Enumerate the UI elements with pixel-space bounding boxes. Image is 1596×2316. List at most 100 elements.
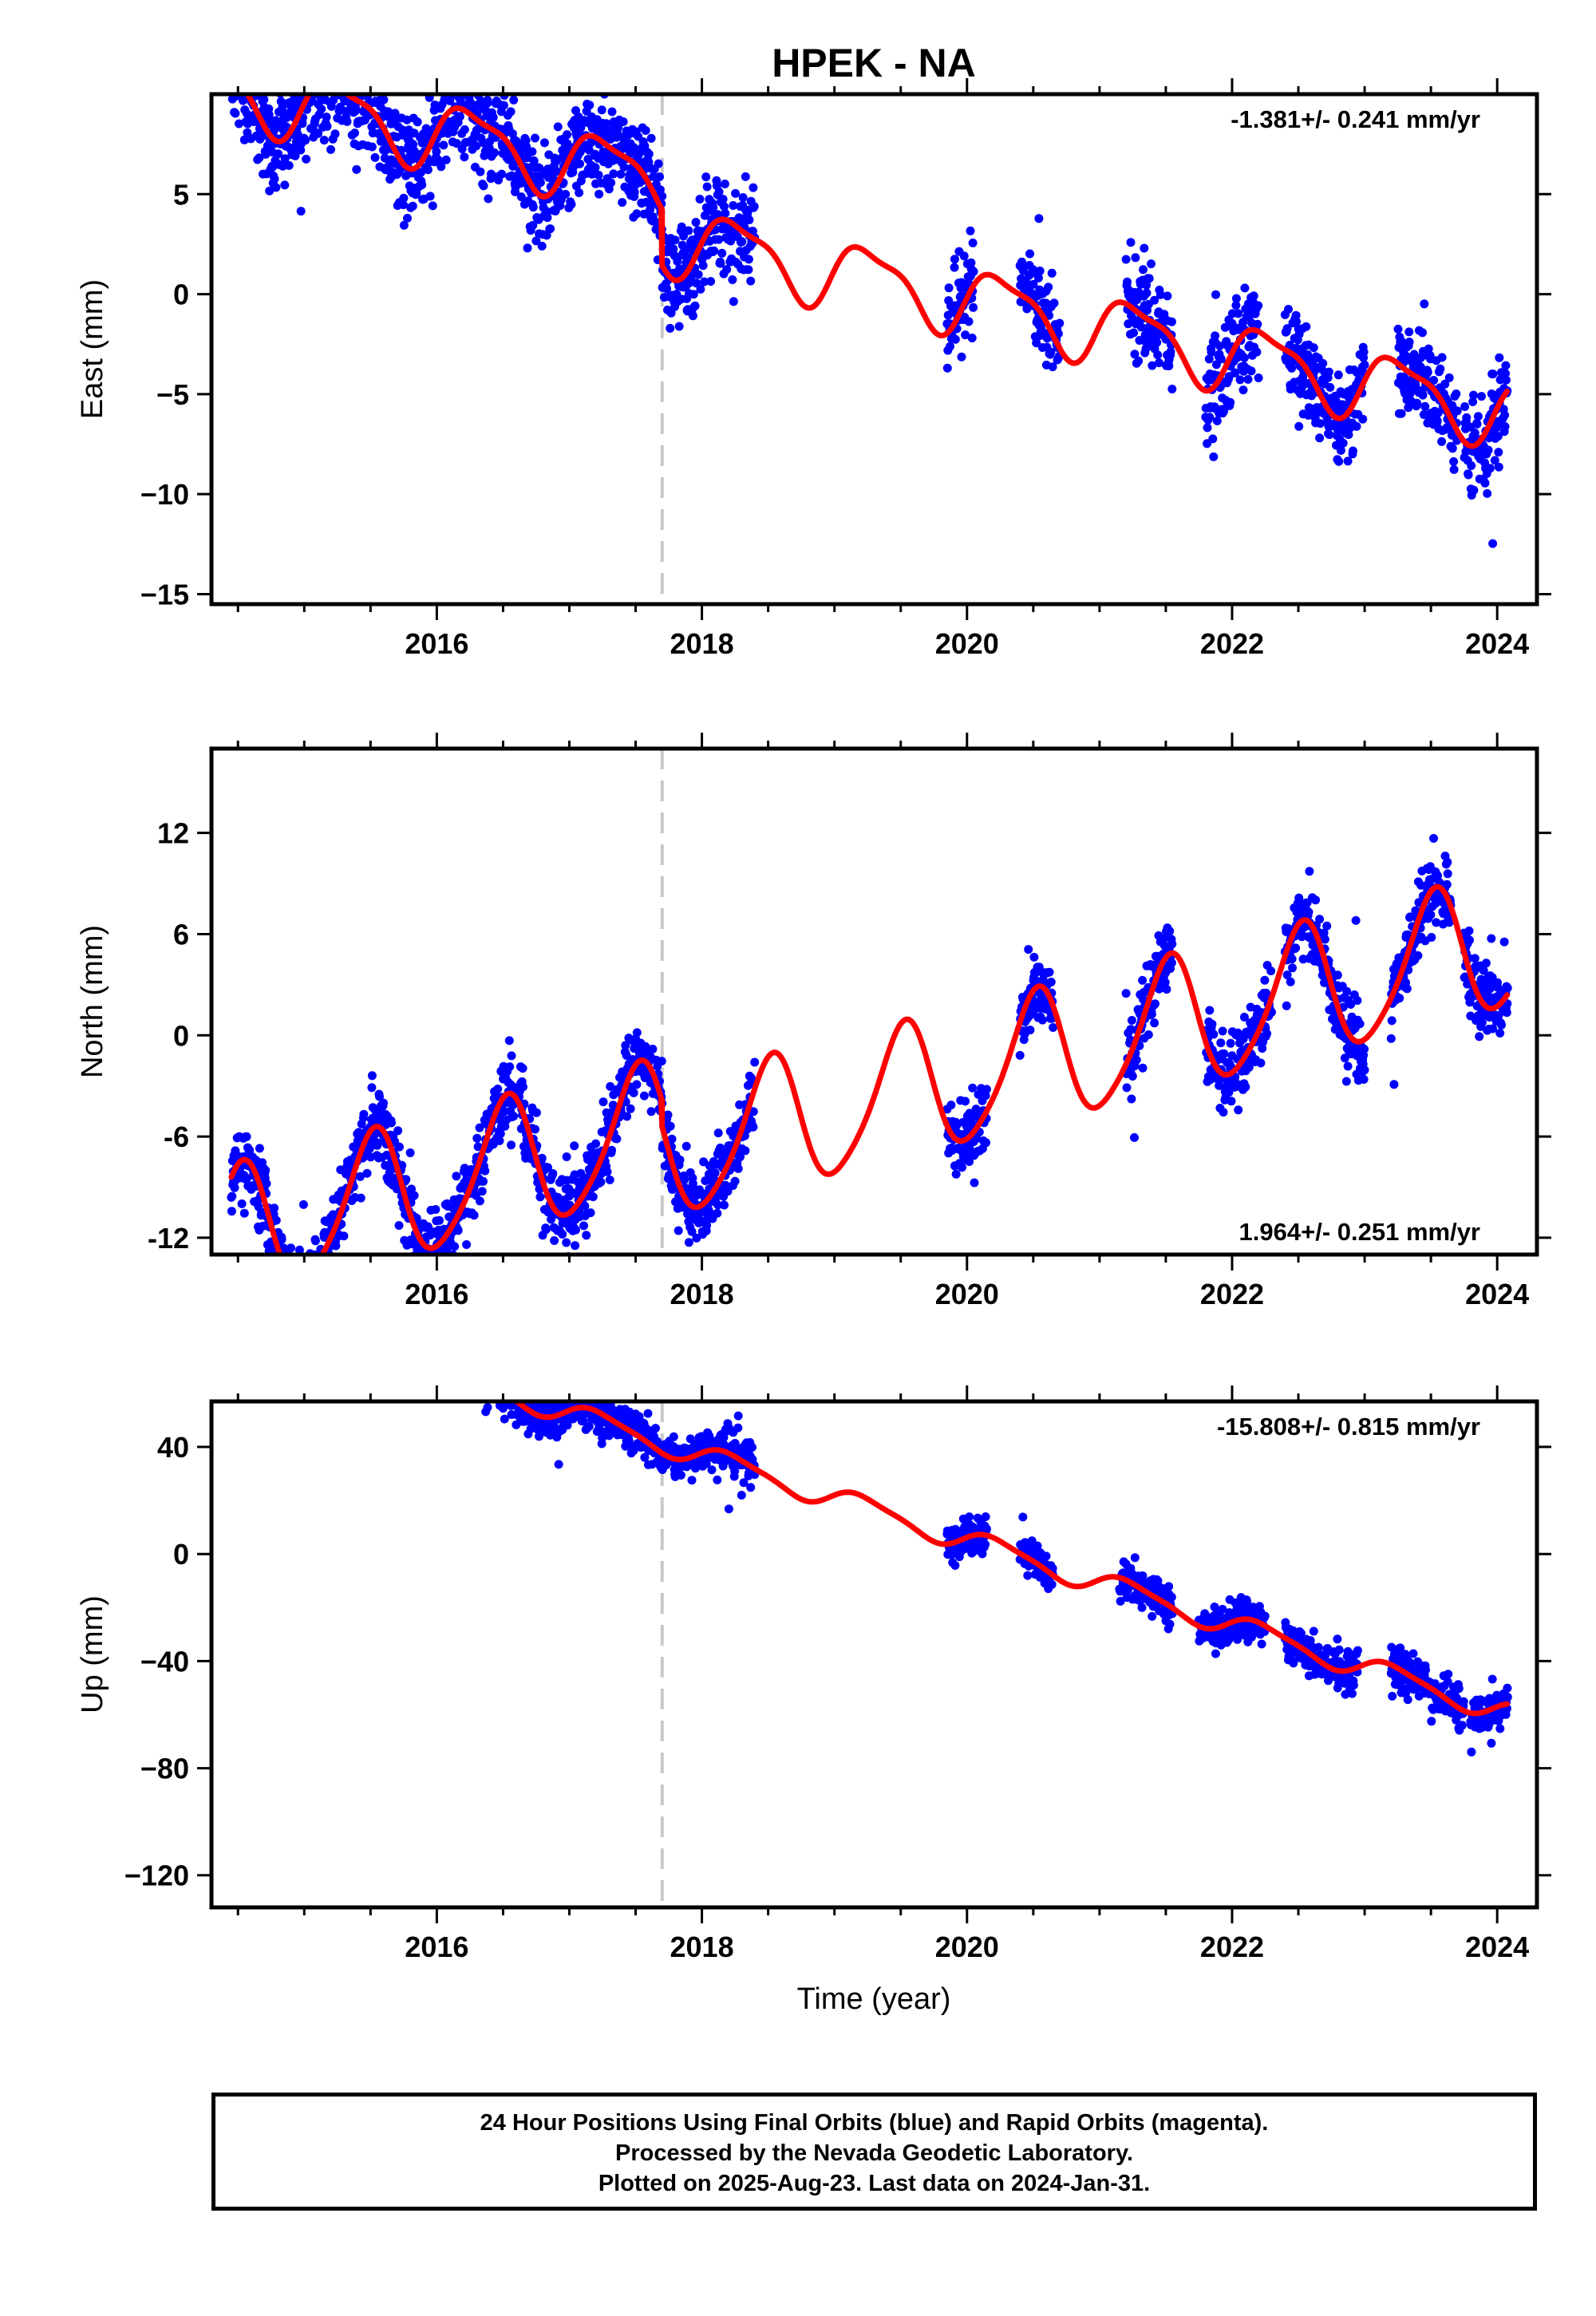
data-point [361, 1318, 369, 1327]
data-point [359, 1348, 368, 1357]
data-point [357, 1330, 365, 1338]
data-point [329, 1313, 338, 1322]
data-point [319, 1322, 328, 1330]
data-point [1412, 398, 1422, 408]
data-point [312, 1329, 321, 1338]
data-point [1481, 958, 1491, 968]
data-point [409, 1356, 418, 1365]
data-point [309, 76, 318, 85]
data-point [400, 1373, 409, 1382]
data-point [451, 1337, 460, 1346]
data-point [1142, 280, 1152, 290]
data-point [713, 1128, 723, 1138]
data-point [263, 1324, 271, 1333]
data-point [333, 1301, 342, 1310]
data-point [428, 201, 437, 211]
data-point [1318, 358, 1328, 368]
data-point [1483, 488, 1492, 498]
data-point [385, 1350, 393, 1358]
data-point [236, 1300, 245, 1309]
data-point [302, 154, 311, 164]
data-point [455, 1365, 464, 1374]
data-point [435, 1356, 444, 1365]
data-point [306, 69, 314, 78]
data-point [1127, 1016, 1136, 1025]
data-point [298, 1317, 307, 1326]
data-point [262, 1179, 271, 1188]
data-point [455, 1366, 464, 1375]
data-point [311, 1259, 320, 1268]
data-point [285, 1330, 294, 1339]
data-point [384, 112, 393, 121]
data-point [405, 1148, 415, 1157]
data-point [239, 1296, 247, 1305]
data-point [594, 170, 603, 180]
data-point [1205, 413, 1215, 422]
data-point [1167, 958, 1176, 967]
data-point [311, 40, 320, 49]
data-point [1139, 265, 1148, 275]
data-point [244, 66, 253, 75]
data-point [298, 1199, 308, 1209]
data-point [454, 1357, 463, 1365]
data-point [1432, 416, 1442, 425]
data-point [1246, 366, 1256, 376]
data-point [310, 1286, 319, 1294]
data-point [373, 1138, 383, 1148]
data-point [323, 1333, 332, 1342]
data-point [295, 1294, 304, 1303]
data-point [339, 61, 348, 69]
data-point [244, 57, 253, 66]
data-point [423, 1363, 432, 1372]
data-point [227, 53, 236, 62]
data-point [1121, 255, 1131, 264]
data-point [286, 1321, 294, 1330]
data-point [351, 1335, 360, 1344]
data-point [291, 1320, 300, 1329]
data-point [314, 61, 323, 70]
data-point [495, 1136, 504, 1145]
data-point [368, 1345, 377, 1354]
data-point [475, 81, 484, 90]
data-point [402, 1377, 411, 1386]
data-point [355, 1335, 364, 1344]
data-point [449, 1374, 458, 1383]
data-point [359, 76, 368, 85]
data-point [323, 1318, 332, 1326]
data-point [1208, 434, 1218, 444]
data-point [299, 1318, 308, 1327]
data-point [327, 85, 336, 93]
data-point [306, 1318, 315, 1326]
data-point [239, 1300, 247, 1309]
data-point [505, 1062, 515, 1072]
data-point [452, 1378, 461, 1387]
data-point [234, 1309, 243, 1318]
data-point [285, 1342, 294, 1350]
data-point [1239, 353, 1249, 362]
data-point [303, 1332, 312, 1341]
data-point [326, 74, 334, 83]
data-point [330, 1335, 338, 1344]
data-point [741, 1146, 750, 1156]
data-point [242, 1301, 251, 1310]
data-point [389, 1358, 397, 1366]
data-point [267, 73, 275, 82]
data-point [348, 60, 357, 69]
data-point [393, 1126, 403, 1136]
data-point [329, 1326, 338, 1334]
data-point [439, 140, 448, 150]
data-point [259, 1338, 267, 1346]
data-point [339, 63, 348, 72]
data-point [609, 169, 618, 179]
data-point [1156, 290, 1165, 299]
data-point [256, 1317, 265, 1326]
data-point [279, 1314, 288, 1323]
data-point [394, 1221, 404, 1230]
data-point [575, 159, 584, 168]
data-point [314, 1332, 322, 1341]
data-point [239, 1297, 248, 1306]
data-point [333, 1318, 342, 1326]
data-point [1144, 1030, 1153, 1039]
data-point [453, 1380, 462, 1389]
data-point [412, 1348, 421, 1357]
